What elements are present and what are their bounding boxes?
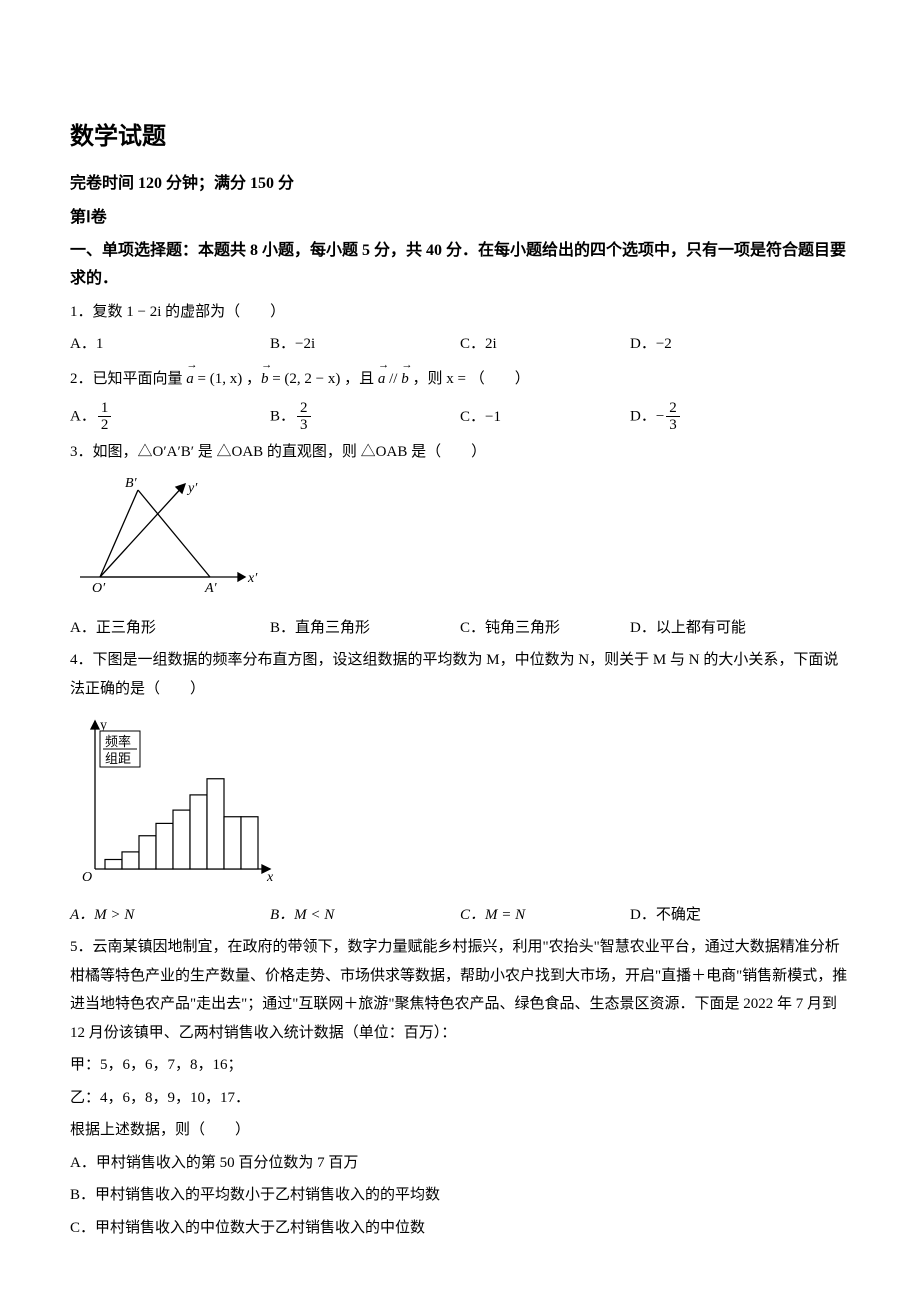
q4-ylabel1: 频率 <box>105 734 131 749</box>
den: 3 <box>666 417 680 434</box>
q4-svg: y 频率 组距 O x <box>70 709 280 884</box>
question-2: 2．已知平面向量 a = (1, x) ，b = (2, 2 − x) ，且 a… <box>70 363 850 396</box>
part-label: 第Ⅰ卷 <box>70 203 850 233</box>
q4-options: A．M > N B．M < N C．M = N D．不确定 <box>70 901 850 930</box>
num: 1 <box>98 400 112 418</box>
q2-opt-b: B．23 <box>270 400 460 434</box>
label-A: A′ <box>204 581 218 596</box>
q2-opt-d: D．−23 <box>630 400 702 434</box>
q4-opt-c: C．M = N <box>460 901 630 930</box>
exam-title: 数学试题 <box>70 115 850 161</box>
q5-yi: 乙：4，6，8，9，10，17． <box>70 1084 850 1113</box>
q4-text: 4．下图是一组数据的频率分布直方图，设这组数据的平均数为 M，中位数为 N，则关… <box>70 652 838 697</box>
vec-a: a <box>186 363 194 396</box>
q4-c-text: C．M = N <box>460 907 525 923</box>
q3-svg: O′ A′ B′ x′ y′ <box>70 472 260 597</box>
q4-b-text: B．M < N <box>270 907 334 923</box>
q4-opt-d: D．不确定 <box>630 901 721 930</box>
num: 2 <box>666 400 680 418</box>
q3-opt-d: D．以上都有可能 <box>630 614 766 643</box>
q2-opt-c: C．−1 <box>460 403 630 432</box>
question-5-p1: 5．云南某镇因地制宜，在政府的带领下，数字力量赋能乡村振兴，利用"农抬头"智慧农… <box>70 933 850 1047</box>
frac-2-3: 23 <box>297 400 311 434</box>
q5-opt-b: B．甲村销售收入的平均数小于乙村销售收入的的平均数 <box>70 1181 850 1210</box>
question-1: 1．复数 1 − 2i 的虚部为（ ） <box>70 298 850 327</box>
frac-1-2: 12 <box>98 400 112 434</box>
vec-b2: b <box>401 363 409 396</box>
q4-ylabel2: 组距 <box>105 751 131 766</box>
question-4: 4．下图是一组数据的频率分布直方图，设这组数据的平均数为 M，中位数为 N，则关… <box>70 646 850 703</box>
q1-opt-b: B．−2i <box>270 330 460 359</box>
q3-options: A．正三角形 B．直角三角形 C．钝角三角形 D．以上都有可能 <box>70 614 850 643</box>
q2-tail: ，则 x = （ ） <box>409 371 530 387</box>
q1-opt-a: A．1 <box>70 330 270 359</box>
label-O: O′ <box>92 581 106 596</box>
label-B: B′ <box>125 476 138 491</box>
q4-opt-b: B．M < N <box>270 901 460 930</box>
q4-opt-a: A．M > N <box>70 901 270 930</box>
q2-options: A．12 B．23 C．−1 D．−23 <box>70 400 850 434</box>
question-3: 3．如图，△O′A′B′ 是 △OAB 的直观图，则 △OAB 是（ ） <box>70 438 850 467</box>
q3-opt-c: C．钝角三角形 <box>460 614 630 643</box>
vec-b: b <box>261 363 269 396</box>
q2-beq: = (2, 2 − x) ，且 <box>268 371 377 387</box>
q4-xlabel: x <box>266 870 274 884</box>
q3-opt-a: A．正三角形 <box>70 614 270 643</box>
q3-text: 3．如图，△O′A′B′ 是 △OAB 的直观图，则 △OAB 是（ ） <box>70 444 486 460</box>
den: 2 <box>98 417 112 434</box>
den: 3 <box>297 417 311 434</box>
q5-jia: 甲：5，6，6，7，8，16； <box>70 1051 850 1080</box>
q1-opt-d: D．−2 <box>630 330 692 359</box>
num: 2 <box>297 400 311 418</box>
q2-aeq: = (1, x) ， <box>194 371 261 387</box>
q4-origin: O <box>82 870 92 884</box>
q3-opt-b: B．直角三角形 <box>270 614 460 643</box>
q2-par: // <box>385 371 401 387</box>
q1-text: 1．复数 1 − 2i 的虚部为（ ） <box>70 304 285 320</box>
q5-opt-c: C．甲村销售收入的中位数大于乙村销售收入的中位数 <box>70 1214 850 1243</box>
label-y: y′ <box>186 481 198 496</box>
label-x: x′ <box>247 571 258 586</box>
section-1-desc: 一、单项选择题：本题共 8 小题，每小题 5 分，共 40 分．在每小题给出的四… <box>70 237 850 291</box>
q3-figure: O′ A′ B′ x′ y′ <box>70 472 850 608</box>
q2-b-label: B． <box>270 408 295 424</box>
q4-a-text: A．M > N <box>70 907 134 923</box>
q5-opt-a: A．甲村销售收入的第 50 百分位数为 7 百万 <box>70 1149 850 1178</box>
q4-figure: y 频率 组距 O x <box>70 709 850 895</box>
q2-a-label: A． <box>70 408 96 424</box>
vec-a2: a <box>378 363 386 396</box>
q2-prefix: 2．已知平面向量 <box>70 371 186 387</box>
exam-subtitle: 完卷时间 120 分钟；满分 150 分 <box>70 169 850 199</box>
q2-opt-a: A．12 <box>70 400 270 434</box>
frac-neg-2-3: 23 <box>666 400 680 434</box>
q1-opt-c: C．2i <box>460 330 630 359</box>
q2-d-label: D．− <box>630 408 664 424</box>
q5-p2: 根据上述数据，则（ ） <box>70 1116 850 1145</box>
